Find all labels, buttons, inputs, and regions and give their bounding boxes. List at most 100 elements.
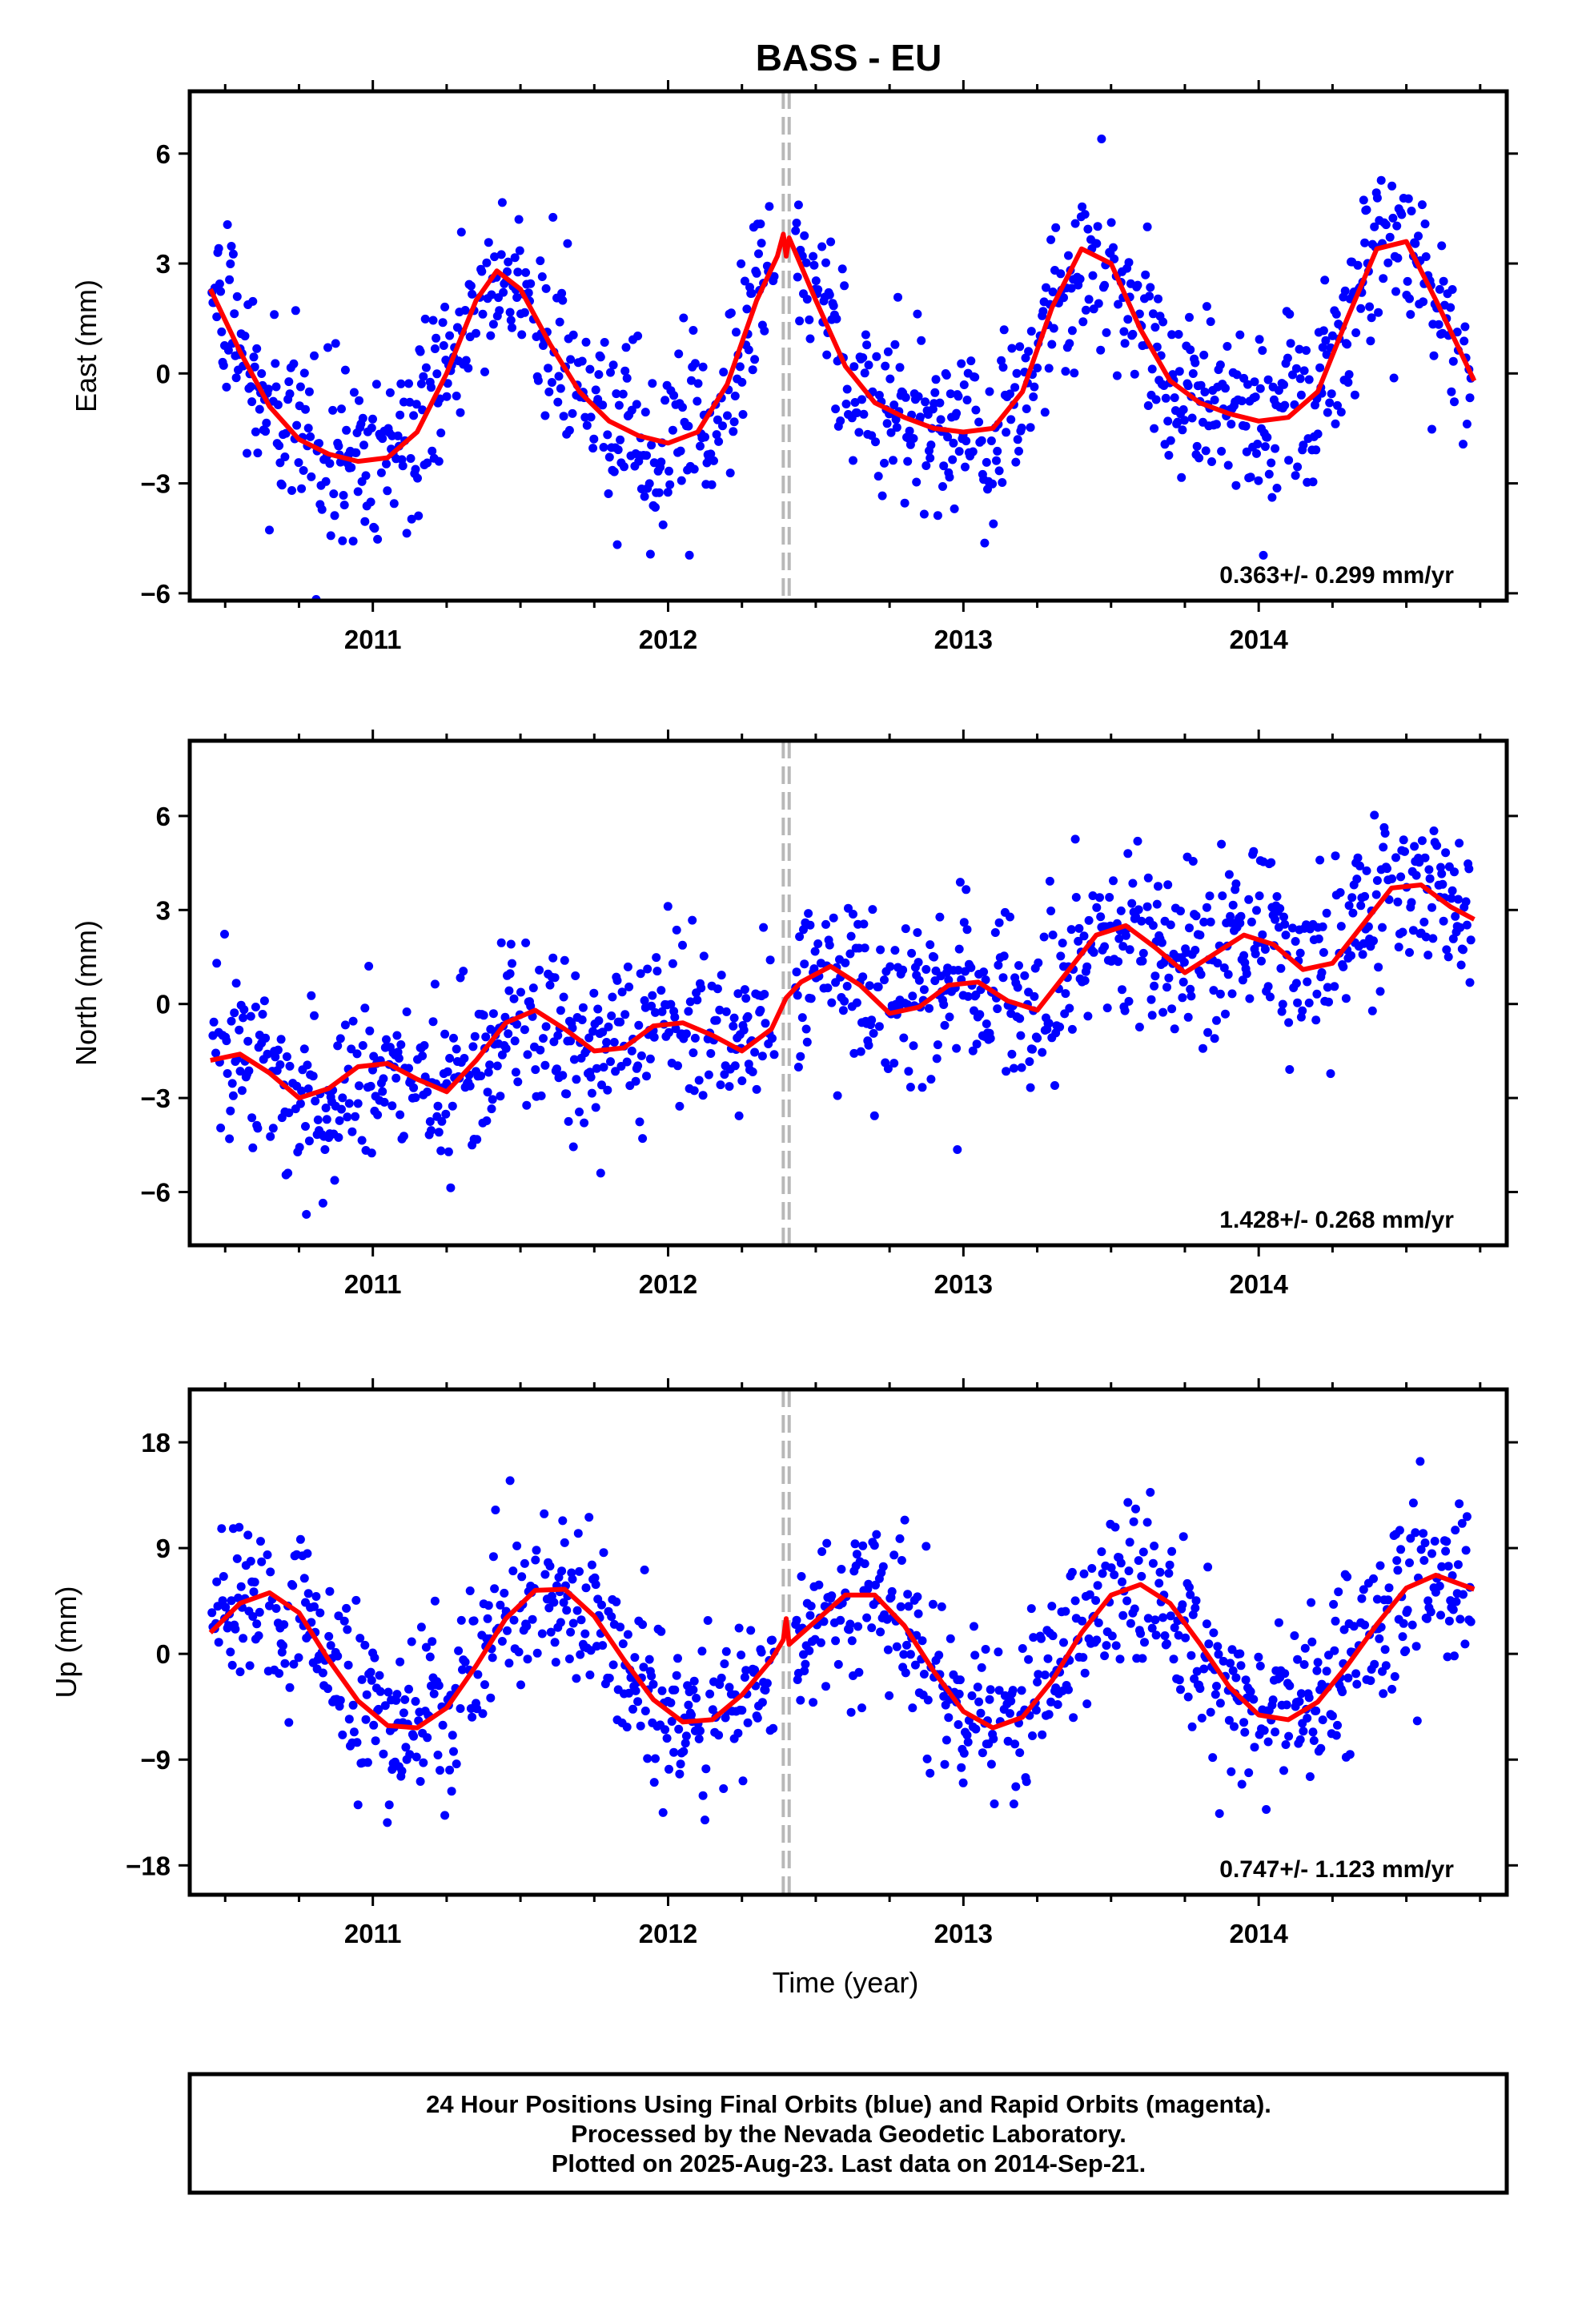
observation-point: [258, 1010, 267, 1019]
observation-point: [1040, 408, 1050, 417]
observation-point: [1313, 429, 1323, 439]
observation-point: [521, 267, 531, 277]
observation-point: [943, 432, 953, 442]
observation-point: [636, 1721, 645, 1731]
observation-point: [503, 1626, 512, 1635]
observation-point: [705, 1689, 715, 1699]
observation-point: [299, 466, 308, 475]
observation-point: [1188, 369, 1198, 378]
observation-point: [681, 1739, 690, 1748]
observation-point: [1347, 893, 1357, 903]
observation-point: [539, 1034, 548, 1043]
observation-point: [1100, 280, 1110, 290]
observation-point: [1452, 328, 1462, 337]
observation-point: [355, 1634, 365, 1643]
observation-point: [263, 384, 273, 394]
observation-point: [1226, 1659, 1235, 1668]
observation-point: [677, 476, 686, 485]
observation-point: [288, 1581, 298, 1590]
observation-point: [694, 1076, 704, 1085]
observation-point: [432, 369, 442, 379]
observation-point: [1192, 441, 1202, 451]
observation-point: [729, 1021, 738, 1031]
observation-point: [248, 1143, 258, 1152]
observation-point: [921, 1542, 931, 1551]
observation-point: [1017, 1063, 1026, 1072]
observation-point: [1228, 1666, 1238, 1675]
observation-point: [1293, 1655, 1303, 1664]
north-y-axis-label: North (mm): [70, 920, 102, 1066]
observation-point: [1276, 963, 1286, 973]
observation-point: [1462, 420, 1472, 428]
observation-point: [1200, 388, 1210, 396]
observation-point: [1227, 420, 1236, 429]
observation-point: [504, 1029, 513, 1039]
observation-point: [982, 1019, 991, 1028]
observation-point: [954, 966, 963, 975]
observation-point: [1028, 1044, 1037, 1054]
observation-point: [1140, 1638, 1149, 1647]
observation-point: [1165, 1560, 1174, 1570]
observation-point: [636, 969, 645, 979]
observation-point: [769, 1050, 779, 1059]
observation-point: [404, 1063, 413, 1073]
observation-point: [1387, 874, 1397, 883]
observation-point: [829, 301, 838, 311]
observation-point: [928, 1599, 938, 1609]
observation-point: [693, 995, 702, 1005]
observation-point: [575, 1108, 584, 1116]
observation-point: [1197, 1713, 1207, 1723]
observation-point: [1011, 1782, 1021, 1791]
observation-point: [1083, 224, 1093, 234]
observation-point: [796, 1051, 805, 1061]
observation-point: [1375, 1634, 1384, 1643]
observation-point: [212, 312, 222, 322]
observation-point: [1304, 375, 1314, 384]
north-rate-annotation: 1.428+/- 0.268 mm/yr: [1219, 1207, 1454, 1233]
observation-point: [1253, 440, 1263, 448]
observation-point: [1249, 846, 1259, 856]
observation-point: [662, 1734, 672, 1743]
observation-point: [793, 1675, 802, 1684]
observation-point: [1047, 1602, 1057, 1611]
observation-point: [1315, 855, 1325, 865]
observation-point: [997, 356, 1006, 365]
observation-point: [1416, 1545, 1426, 1554]
observation-point: [737, 1706, 747, 1715]
observation-point: [266, 1567, 275, 1577]
observation-point: [1250, 1743, 1259, 1752]
observation-point: [684, 1007, 693, 1016]
observation-point: [1178, 1532, 1188, 1542]
observation-point: [597, 1080, 606, 1090]
observation-point: [701, 1764, 711, 1774]
observation-point: [383, 1818, 392, 1827]
observation-point: [533, 376, 543, 385]
observation-point: [1214, 1650, 1223, 1659]
observation-point: [1387, 181, 1397, 191]
observation-point: [768, 1635, 777, 1645]
observation-point: [306, 432, 315, 441]
observation-point: [506, 939, 516, 949]
observation-point: [486, 1693, 496, 1703]
observation-point: [1170, 393, 1179, 403]
observation-point: [544, 387, 554, 396]
observation-point: [416, 379, 426, 388]
observation-point: [913, 958, 923, 967]
observation-point: [433, 1101, 443, 1111]
observation-point: [253, 448, 263, 458]
observation-point: [1372, 1594, 1382, 1604]
observation-point: [1399, 1618, 1408, 1628]
observation-point: [234, 1593, 243, 1602]
observation-point: [1391, 287, 1400, 296]
observation-point: [299, 368, 309, 378]
observation-point: [568, 1574, 577, 1584]
observation-point: [1183, 1692, 1193, 1702]
observation-point: [1186, 345, 1195, 355]
observation-point: [737, 1651, 746, 1660]
observation-point: [1134, 309, 1144, 319]
observation-point: [750, 1047, 760, 1057]
observation-point: [1202, 1619, 1211, 1629]
observation-point: [897, 1556, 906, 1565]
observation-point: [800, 231, 809, 240]
observation-point: [939, 461, 949, 471]
